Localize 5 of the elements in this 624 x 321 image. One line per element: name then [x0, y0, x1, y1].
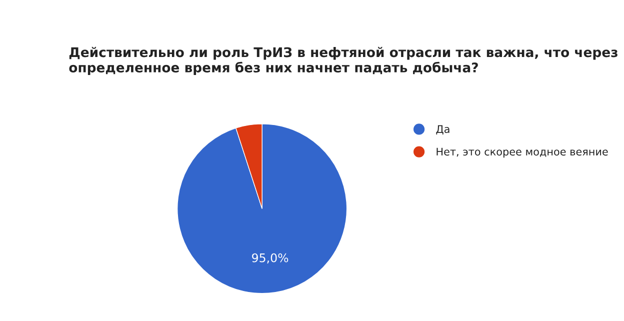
- pie-slice: [176, 124, 348, 294]
- legend-label: Да: [436, 125, 450, 134]
- chart-title: Действительно ли роль ТрИЗ в нефтяной отрасли так важна, что через определенное время без них начнет падать добыча?: [69, 46, 618, 76]
- legend-label: Нет, это скорее модное веяние: [436, 148, 608, 158]
- data-label: 95,0%: [252, 253, 288, 264]
